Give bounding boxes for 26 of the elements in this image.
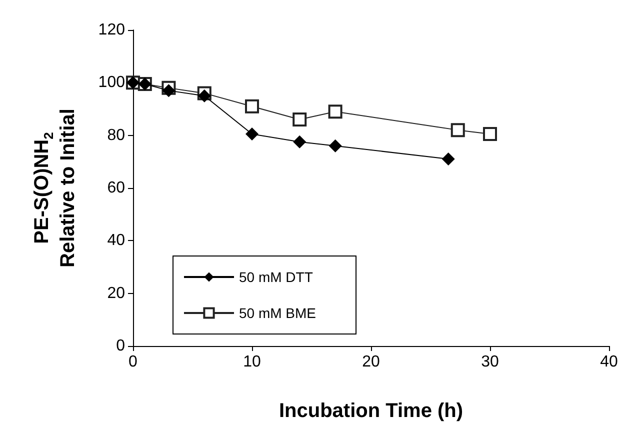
- x-tick-label: 10: [243, 354, 261, 370]
- y-tick-label: 40: [107, 232, 126, 250]
- x-tick-label: 40: [600, 354, 618, 370]
- point: [483, 127, 497, 142]
- x-tick-label: 20: [362, 354, 380, 370]
- point: [293, 135, 306, 148]
- point: [328, 104, 342, 119]
- y-tick-label: 60: [107, 180, 126, 196]
- y-tick-label: 80: [107, 126, 126, 144]
- point: [198, 89, 211, 102]
- y-tick-label: 20: [107, 284, 126, 302]
- legend-label: 50 mM BME: [239, 305, 316, 321]
- x-tick-label: 0: [128, 354, 138, 370]
- point: [162, 84, 176, 98]
- x-tick-label: 30: [481, 354, 499, 370]
- legend-label: 50 mM DTT: [239, 269, 314, 285]
- point: [442, 152, 455, 166]
- point: [292, 112, 307, 127]
- point: [246, 128, 258, 141]
- y-tick-label: 120: [98, 22, 126, 38]
- point: [245, 99, 259, 114]
- point: [328, 139, 342, 152]
- y-tick-label: 0: [116, 338, 126, 354]
- x-axis-title: Incubation Time (h): [278, 400, 464, 422]
- y-tick-label: 100: [98, 74, 126, 92]
- point: [450, 123, 465, 138]
